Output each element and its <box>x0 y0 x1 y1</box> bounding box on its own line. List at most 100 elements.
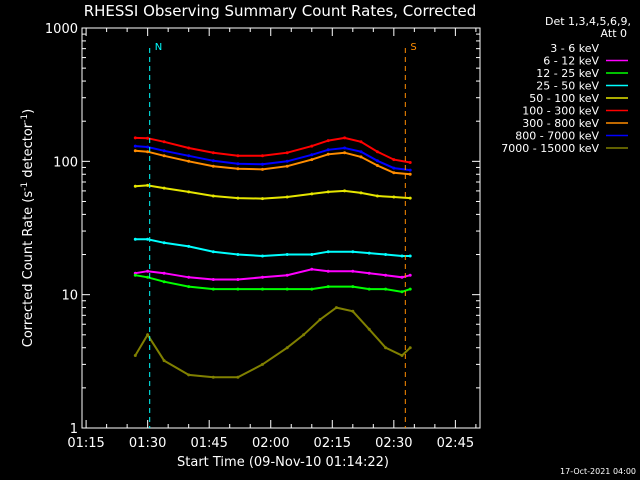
legend-label: 300 - 800 keV <box>522 117 599 130</box>
series-point-3 <box>384 253 388 256</box>
y-tick-label: 1000 <box>45 22 78 37</box>
series-point-2 <box>162 280 166 284</box>
series-point-1 <box>236 278 240 281</box>
series-line-8 <box>134 306 411 379</box>
series-point-1 <box>326 269 330 273</box>
series-point-4 <box>261 197 264 201</box>
plot-frame <box>81 27 481 429</box>
series-point-2 <box>285 287 289 291</box>
series-point-0 <box>211 354 215 357</box>
y-tick-label: 10 <box>61 289 78 304</box>
series-point-2 <box>236 287 240 291</box>
series-point-8 <box>261 362 264 366</box>
series-point-8 <box>384 346 388 350</box>
series-point-3 <box>400 254 404 258</box>
series-point-8 <box>162 359 166 363</box>
series-point-5 <box>326 139 330 143</box>
series-point-6 <box>375 164 379 167</box>
series-point-2 <box>146 275 150 279</box>
series-point-4 <box>133 184 137 188</box>
series-point-8 <box>367 327 371 331</box>
series-line-0 <box>134 318 412 366</box>
series-point-1 <box>400 275 404 279</box>
series-point-0 <box>261 352 264 356</box>
x-axis-label: Start Time (09-Nov-10 01:14:22) <box>177 455 389 470</box>
series-point-5 <box>187 146 191 150</box>
series-point-5 <box>146 136 150 140</box>
series-point-8 <box>302 333 306 337</box>
series-point-0 <box>334 327 338 331</box>
series-point-5 <box>285 151 289 155</box>
series-point-4 <box>285 195 289 199</box>
series-point-0 <box>236 354 240 357</box>
annotation-label: N <box>155 42 162 53</box>
series-point-5 <box>133 136 137 140</box>
series-point-5 <box>236 154 240 158</box>
series-point-2 <box>367 287 371 291</box>
series-point-8 <box>211 375 215 379</box>
y-axis-label-sup1: -1 <box>20 182 30 191</box>
series-point-6 <box>326 152 330 156</box>
series-point-6 <box>261 167 264 171</box>
x-tick-label: 01:30 <box>129 436 166 451</box>
x-axis: 01:15 01:30 01:45 02:00 02:15 02:30 02:45 <box>67 28 477 451</box>
series-point-7 <box>261 162 264 166</box>
series-point-5 <box>375 150 379 154</box>
series-point-8 <box>408 346 412 350</box>
series-point-1 <box>187 275 191 279</box>
legend-header-line2: Att 0 <box>601 27 627 40</box>
legend-label: 800 - 7000 keV <box>515 130 599 143</box>
series-point-7 <box>236 162 240 166</box>
series-point-4 <box>187 190 191 194</box>
series-point-1 <box>351 269 355 273</box>
y-axis-label-sup2: -1 <box>20 114 30 123</box>
y-axis: 1 10 100 1000 <box>45 22 480 437</box>
series-point-7 <box>162 149 166 153</box>
series-point-1 <box>310 267 314 271</box>
series-point-3 <box>162 241 166 245</box>
series-point-0 <box>400 362 404 366</box>
series-point-0 <box>162 352 166 356</box>
series-point-3 <box>367 251 371 255</box>
series-point-8 <box>334 306 338 310</box>
series-point-7 <box>392 166 396 170</box>
series-point-1 <box>211 278 215 281</box>
y-axis-label: Corrected Count Rate (s-1 detector-1) <box>20 109 36 347</box>
series-point-4 <box>375 194 379 198</box>
y-axis-label-end: ) <box>21 109 36 114</box>
series-point-8 <box>285 346 289 350</box>
y-tick-label: 100 <box>53 155 78 170</box>
series-point-6 <box>285 164 289 168</box>
series-point-6 <box>392 171 396 175</box>
series-point-2 <box>384 287 388 291</box>
series-point-3 <box>187 244 191 248</box>
series-point-4 <box>162 186 166 190</box>
series-point-8 <box>133 354 137 357</box>
series-point-4 <box>408 196 412 200</box>
series-point-6 <box>310 158 314 162</box>
series-point-3 <box>285 253 289 256</box>
series-point-1 <box>146 269 150 273</box>
legend-header-line1: Det 1,3,4,5,6,9, <box>545 15 631 28</box>
series-point-4 <box>392 195 396 199</box>
legend-label: 50 - 100 keV <box>529 92 599 105</box>
legend-label: 6 - 12 keV <box>543 55 599 68</box>
series-point-3 <box>326 250 330 254</box>
y-axis-label-main: Corrected Count Rate (s <box>21 191 36 348</box>
series-point-3 <box>408 254 412 258</box>
series-point-4 <box>211 194 215 198</box>
series-point-6 <box>211 164 215 168</box>
series-point-2 <box>408 287 412 291</box>
series-point-6 <box>408 172 412 176</box>
series-point-7 <box>146 145 150 149</box>
x-tick-label: 02:30 <box>375 436 412 451</box>
series-point-5 <box>261 154 264 158</box>
series-point-4 <box>343 189 347 193</box>
series-point-5 <box>211 151 215 155</box>
series-point-6 <box>343 151 347 155</box>
series-point-4 <box>326 190 330 194</box>
series-point-6 <box>146 150 150 154</box>
legend-label: 100 - 300 keV <box>522 105 599 118</box>
plot-area <box>81 27 481 429</box>
